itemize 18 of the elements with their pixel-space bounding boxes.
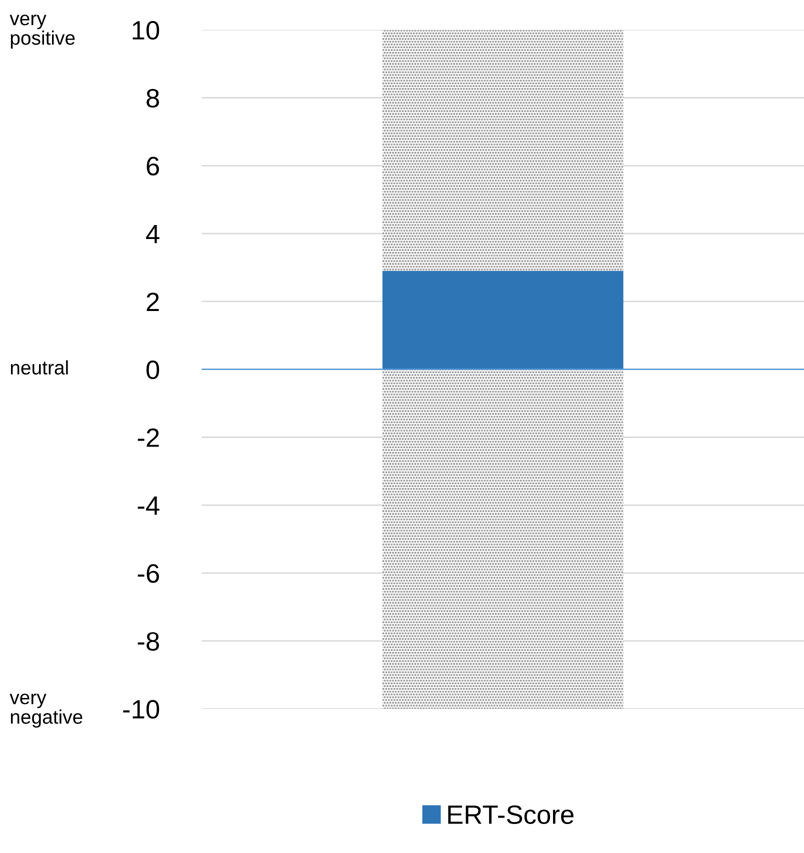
bar [382,270,624,370]
y-tick-label: -10 [123,700,160,719]
text: very negative [10,694,82,728]
y-tick-label: 8 [146,88,159,108]
y-tick-label: -4 [138,496,160,515]
text: neutral [10,360,68,375]
y-tick-label: 0 [146,360,160,380]
y-tick-label: 10 [132,20,160,40]
text: very positive [10,14,75,49]
y-tick-label: -2 [138,428,159,447]
y-tick-label: -8 [138,632,159,651]
bar [382,30,624,271]
y-tick-label: 6 [146,156,159,176]
legend-label: ERT-Score [448,805,574,824]
y-tick-label: 2 [146,292,159,312]
y-tick-label: 4 [146,224,160,244]
bar [382,369,624,709]
y-tick-label: -6 [138,564,159,583]
